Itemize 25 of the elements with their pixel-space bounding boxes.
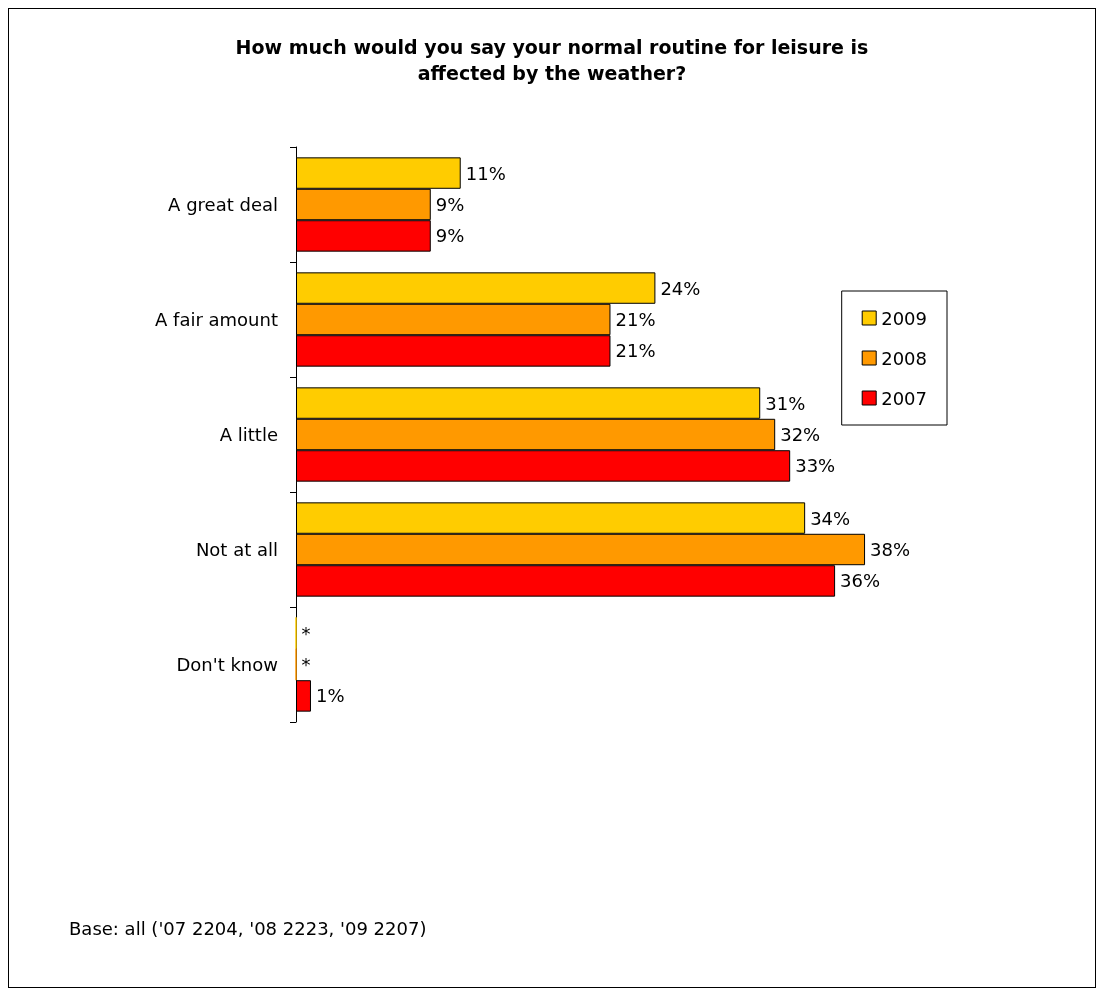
y-tick-label: Not at all (195, 539, 278, 560)
data-label: 11% (465, 162, 506, 184)
data-label: 9% (435, 225, 465, 247)
data-label: 31% (765, 392, 806, 414)
data-label: 21% (615, 340, 656, 362)
y-tick-label: Don't know (176, 654, 278, 675)
data-label: 9% (435, 194, 465, 215)
y-tick-label: A great deal (168, 194, 278, 215)
data-label: * (301, 654, 311, 675)
data-label: 24% (660, 277, 701, 299)
legend-label: 2007 (881, 387, 927, 409)
legend-label: 2009 (881, 307, 927, 329)
data-label: * (301, 622, 311, 644)
data-label: 38% (870, 539, 911, 560)
data-label: 21% (615, 309, 656, 330)
data-label: 34% (810, 507, 851, 529)
data-label: 33% (795, 455, 836, 477)
data-label: 32% (780, 424, 821, 445)
data-label: 1% (315, 685, 345, 707)
y-tick-label: A little (219, 424, 278, 445)
chart-title: How much would you say your normal routine for leisure is affected by the weather? (235, 36, 869, 84)
data-label: 36% (840, 570, 881, 592)
legend-label: 2008 (881, 347, 927, 369)
text: Base: all ('07 2204, '08 2223, '09 2207) (69, 917, 427, 939)
y-tick-label: A fair amount (155, 309, 278, 330)
